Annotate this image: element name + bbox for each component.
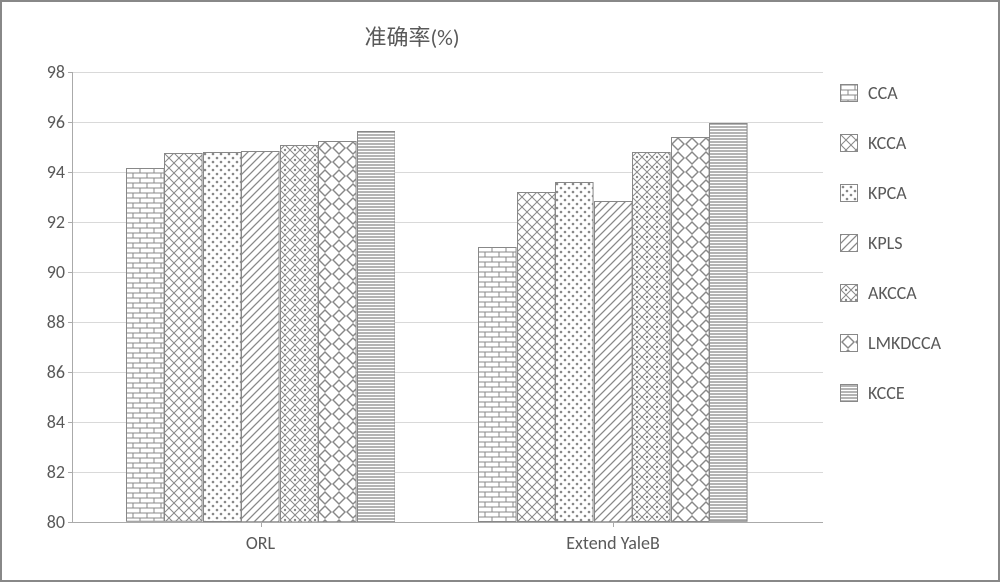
y-tick-label: 98 — [47, 61, 73, 83]
x-tick-label: ORL — [246, 522, 275, 554]
legend-item: LMKDCCA — [840, 332, 970, 354]
legend-label: KPCA — [868, 182, 907, 204]
bar — [318, 141, 357, 522]
bar — [357, 131, 396, 522]
y-tick-label: 82 — [47, 461, 73, 483]
bar — [203, 152, 242, 522]
bar — [478, 247, 517, 522]
legend-item: KPCA — [840, 182, 970, 204]
x-tick-label: Extend YaleB — [566, 522, 660, 554]
y-tick-label: 84 — [47, 411, 73, 433]
y-tick-label: 80 — [47, 511, 73, 533]
y-tick-label: 86 — [47, 361, 73, 383]
bar — [632, 152, 671, 522]
legend-swatch — [840, 234, 858, 252]
bar — [671, 137, 710, 522]
bar — [126, 168, 165, 522]
legend-item: AKCCA — [840, 282, 970, 304]
gridline — [73, 72, 823, 73]
bar — [280, 145, 319, 523]
legend-swatch — [840, 334, 858, 352]
legend-swatch — [840, 134, 858, 152]
legend-label: AKCCA — [868, 282, 917, 304]
chart-frame: 准确率(%) — [0, 0, 1000, 582]
legend-label: KCCA — [868, 132, 906, 154]
legend-label: LMKDCCA — [868, 332, 941, 354]
bar — [594, 201, 633, 522]
legend-swatch — [840, 384, 858, 402]
chart-title: 准确率(%) — [2, 20, 822, 52]
plot-area: 80828486889092949698ORLExtend YaleB — [72, 72, 823, 523]
legend: CCA KCCA KPCA KPLS AKCCA LMKDCCA KCCE — [840, 82, 970, 432]
y-tick-label: 94 — [47, 161, 73, 183]
bar — [555, 182, 594, 522]
legend-label: KCCE — [868, 382, 905, 404]
legend-swatch — [840, 284, 858, 302]
legend-label: CCA — [868, 82, 898, 104]
legend-item: CCA — [840, 82, 970, 104]
y-tick-label: 92 — [47, 211, 73, 233]
y-tick-label: 96 — [47, 111, 73, 133]
legend-swatch — [840, 184, 858, 202]
legend-swatch — [840, 84, 858, 102]
bar — [709, 123, 748, 522]
legend-item: KPLS — [840, 232, 970, 254]
legend-item: KCCE — [840, 382, 970, 404]
bar — [517, 192, 556, 522]
bar — [164, 153, 203, 522]
y-tick-label: 88 — [47, 311, 73, 333]
legend-item: KCCA — [840, 132, 970, 154]
legend-label: KPLS — [868, 232, 903, 254]
y-tick-label: 90 — [47, 261, 73, 283]
bar — [241, 151, 280, 522]
